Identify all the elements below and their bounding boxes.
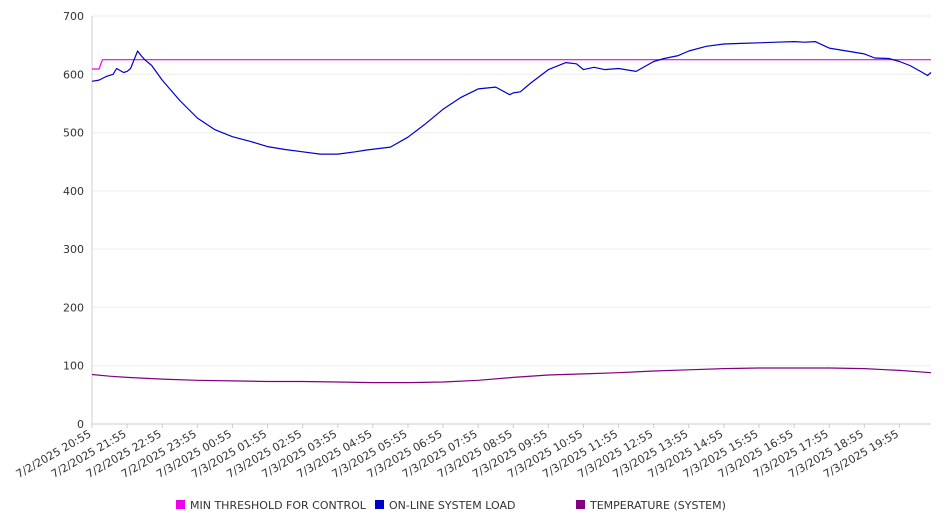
y-tick-label: 300 (63, 243, 84, 256)
legend-label: TEMPERATURE (SYSTEM) (589, 499, 726, 512)
series-line-1 (92, 59, 931, 70)
y-axis-tick-labels: 0 100 200 300 400 500 600 700 (63, 10, 84, 431)
y-tick-label: 600 (63, 68, 84, 81)
y-tick-label: 200 (63, 301, 84, 314)
axes (91, 16, 931, 428)
series-lines (91, 40, 932, 384)
legend-swatch (576, 500, 585, 509)
grid (92, 15, 931, 367)
series-line-3 (91, 367, 932, 384)
y-tick-label: 100 (63, 360, 84, 373)
legend-swatch (176, 500, 185, 509)
legend: MIN THRESHOLD FOR CONTROL ON-LINE SYSTEM … (176, 499, 726, 512)
legend-label: MIN THRESHOLD FOR CONTROL (190, 499, 367, 512)
legend-swatch (375, 500, 384, 509)
x-axis-tick-labels: 7/2/2025 20:557/2/2025 21:557/2/2025 22:… (14, 427, 901, 481)
y-tick-label: 0 (77, 418, 84, 431)
legend-label: ON-LINE SYSTEM LOAD (389, 499, 515, 512)
y-tick-label: 700 (63, 10, 84, 23)
y-tick-label: 400 (63, 185, 84, 198)
y-tick-label: 500 (63, 127, 84, 140)
series-line-2 (91, 40, 932, 155)
